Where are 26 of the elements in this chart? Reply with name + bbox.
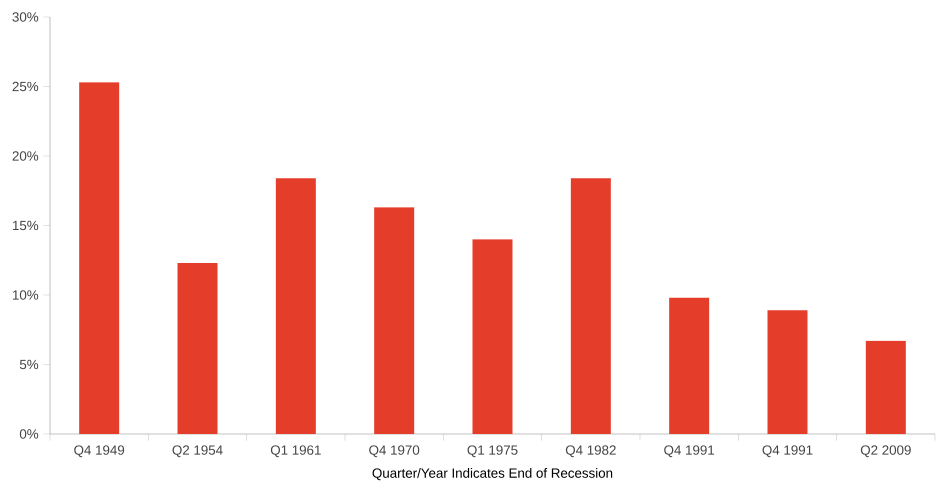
y-tick-label: 5% bbox=[20, 360, 38, 370]
x-tick-label: Q4 1991 bbox=[664, 445, 714, 458]
y-tick-label: 10% bbox=[12, 290, 38, 300]
bar bbox=[276, 178, 316, 434]
bar bbox=[669, 298, 710, 434]
y-tick-label: 20% bbox=[12, 151, 38, 161]
x-axis-title: Quarter/Year Indicates End of Recession bbox=[372, 468, 612, 480]
bar bbox=[767, 310, 808, 434]
y-tick-label: 0% bbox=[20, 429, 38, 439]
x-tick-label: Q2 1954 bbox=[172, 445, 223, 458]
x-tick-label: Q4 1949 bbox=[74, 445, 124, 458]
y-tick-label: 25% bbox=[12, 82, 38, 92]
x-tick-label: Q2 2009 bbox=[860, 445, 911, 458]
bar bbox=[374, 207, 414, 434]
bar bbox=[570, 178, 611, 434]
x-tick-label: Q4 1970 bbox=[369, 445, 420, 458]
x-tick-label: Q1 1975 bbox=[468, 445, 518, 458]
y-tick-label: 30% bbox=[12, 12, 38, 22]
bar bbox=[472, 239, 512, 434]
bar bbox=[79, 82, 120, 434]
x-tick-label: Q1 1961 bbox=[270, 445, 321, 458]
bar bbox=[178, 263, 218, 434]
x-tick-label: Q4 1982 bbox=[566, 445, 616, 458]
y-tick-label: 15% bbox=[12, 220, 38, 230]
bar bbox=[866, 340, 906, 434]
x-tick-label: Q4 1991 bbox=[762, 445, 812, 458]
